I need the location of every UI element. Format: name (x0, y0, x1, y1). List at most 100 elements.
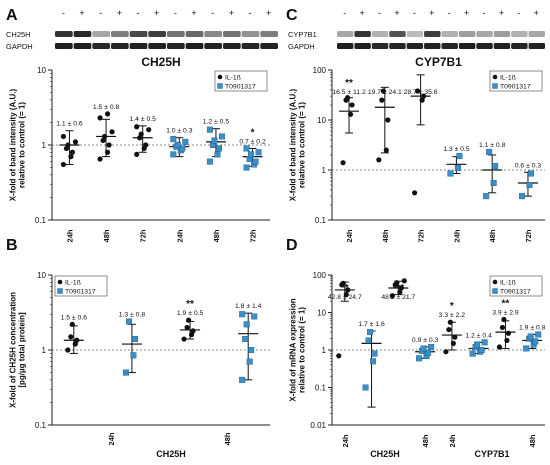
data-point (376, 157, 382, 163)
data-point (252, 158, 259, 165)
blot-band (111, 31, 129, 37)
data-label: 1.2 ± 0.5 (203, 119, 230, 126)
data-point (206, 126, 213, 133)
data-group: 48.2 ± 21.7*** (381, 278, 416, 301)
data-point (481, 339, 488, 346)
data-point (415, 88, 421, 94)
data-point (243, 164, 250, 171)
treatment-mark: + (499, 8, 504, 18)
treatment-mark: - (62, 8, 65, 18)
data-group: 28.7 ± 35.8 (404, 74, 438, 196)
data-group: 1.9 ± 0.8 (519, 324, 546, 352)
treatment-mark: + (117, 8, 122, 18)
y-tick-label: 1 (42, 141, 47, 150)
data-point (170, 151, 177, 158)
data-point (239, 311, 246, 318)
data-group: 1.5 ± 0.6 (61, 314, 88, 354)
y-tick-label: 0.1 (35, 216, 47, 225)
blot-band (424, 43, 441, 49)
data-group: 1.7 ± 1.6 (358, 321, 385, 408)
legend-marker-square (217, 83, 223, 89)
data-group: 1.1 ± 0.8 (479, 142, 506, 200)
data-point (421, 93, 427, 99)
data-point (97, 156, 103, 162)
y-axis-title-line: [pg/µg total protein] (18, 312, 27, 388)
legend-label: T0901317 (500, 84, 531, 91)
group-label: CH25H (370, 449, 400, 459)
data-point (401, 278, 407, 284)
data-point (184, 324, 190, 331)
blot-band (389, 43, 406, 49)
data-point (69, 321, 75, 327)
data-group: 1.5 ± 0.8 (93, 104, 119, 162)
blot-band (111, 43, 129, 49)
data-point (206, 158, 213, 165)
blot-band (354, 43, 371, 49)
data-point (504, 337, 510, 344)
data-point (109, 129, 115, 135)
data-point (380, 88, 386, 94)
panel-letter-a: A (6, 7, 18, 24)
data-point (518, 193, 525, 200)
data-point (185, 317, 192, 323)
legend-marker-circle (492, 74, 498, 80)
y-axis-title-line: X-fold of CH25H concentration (9, 292, 18, 408)
data-point (190, 328, 196, 334)
data-point (104, 149, 111, 155)
x-tick-label: 72h (524, 229, 533, 242)
treatment-mark: - (343, 8, 346, 18)
data-label: 1.5 ± 0.6 (61, 314, 88, 321)
data-point (447, 319, 453, 325)
blot-band (92, 43, 110, 49)
data-point (416, 355, 423, 362)
blot-band (406, 43, 424, 49)
legend-label: IL-1ß (65, 280, 81, 287)
data-group: 1.8 ± 1.4 (235, 303, 262, 383)
data-point (526, 182, 533, 189)
legend-label: IL-1ß (500, 75, 516, 82)
y-axis-title-line: relative to control (= 1) (298, 102, 307, 188)
data-point (134, 151, 140, 157)
blot-row-label: GAPDH (6, 42, 33, 51)
data-group: 19.7 ± 24.1 (368, 86, 402, 163)
blot-band (55, 43, 73, 49)
chart-panel-a: 0.1 1 10 X-fold of band intensity (A.U.)rel… (9, 55, 270, 242)
group-label: CH25H (156, 449, 186, 459)
data-group: 0.9 ± 0.3 (412, 337, 439, 362)
y-tick-label: 10 (37, 271, 46, 280)
data-point (243, 145, 250, 152)
data-point (68, 154, 74, 160)
data-point (446, 326, 452, 333)
legend-box (489, 275, 543, 297)
data-label: 1.0 ± 0.3 (166, 128, 193, 135)
data-point (344, 95, 351, 101)
data-label: 3.9 ± 2.9 (492, 310, 519, 317)
y-tick-label: 10 (317, 309, 326, 318)
x-tick-label: 24h (341, 434, 350, 447)
data-group: 1.3 ± 0.8 (119, 311, 145, 376)
data-label: 28.7 ± 35.8 (404, 89, 438, 96)
data-point (65, 347, 71, 353)
data-point (125, 318, 132, 325)
chart-panel-d: 0.01 0.1 1 10 100 X-fold of mRNA expressionre… (289, 271, 546, 459)
data-group: 1.4 ± 0.5 (129, 116, 156, 157)
data-label: 48.2 ± 21.7 (381, 294, 415, 301)
treatment-mark: + (191, 8, 196, 18)
treatment-mark: + (534, 8, 539, 18)
data-point (496, 344, 503, 350)
blot-band (476, 31, 493, 37)
significance-mark: * (251, 127, 255, 138)
treatment-mark: - (99, 8, 102, 18)
y-tick-label: 10 (317, 116, 326, 125)
data-point (138, 131, 144, 137)
x-tick-label: 24h (175, 229, 184, 242)
data-group: 1.3 ± 0.5 (443, 146, 470, 177)
treatment-mark: - (448, 8, 451, 18)
y-tick-label: 0.1 (315, 216, 327, 225)
blot-row-label: CH25H (6, 30, 31, 39)
data-label: 1.3 ± 0.5 (443, 146, 470, 153)
y-axis-title: X-fold of band intensity (A.U.)relative … (9, 88, 27, 201)
data-point (527, 170, 534, 177)
blot-band (441, 31, 458, 37)
